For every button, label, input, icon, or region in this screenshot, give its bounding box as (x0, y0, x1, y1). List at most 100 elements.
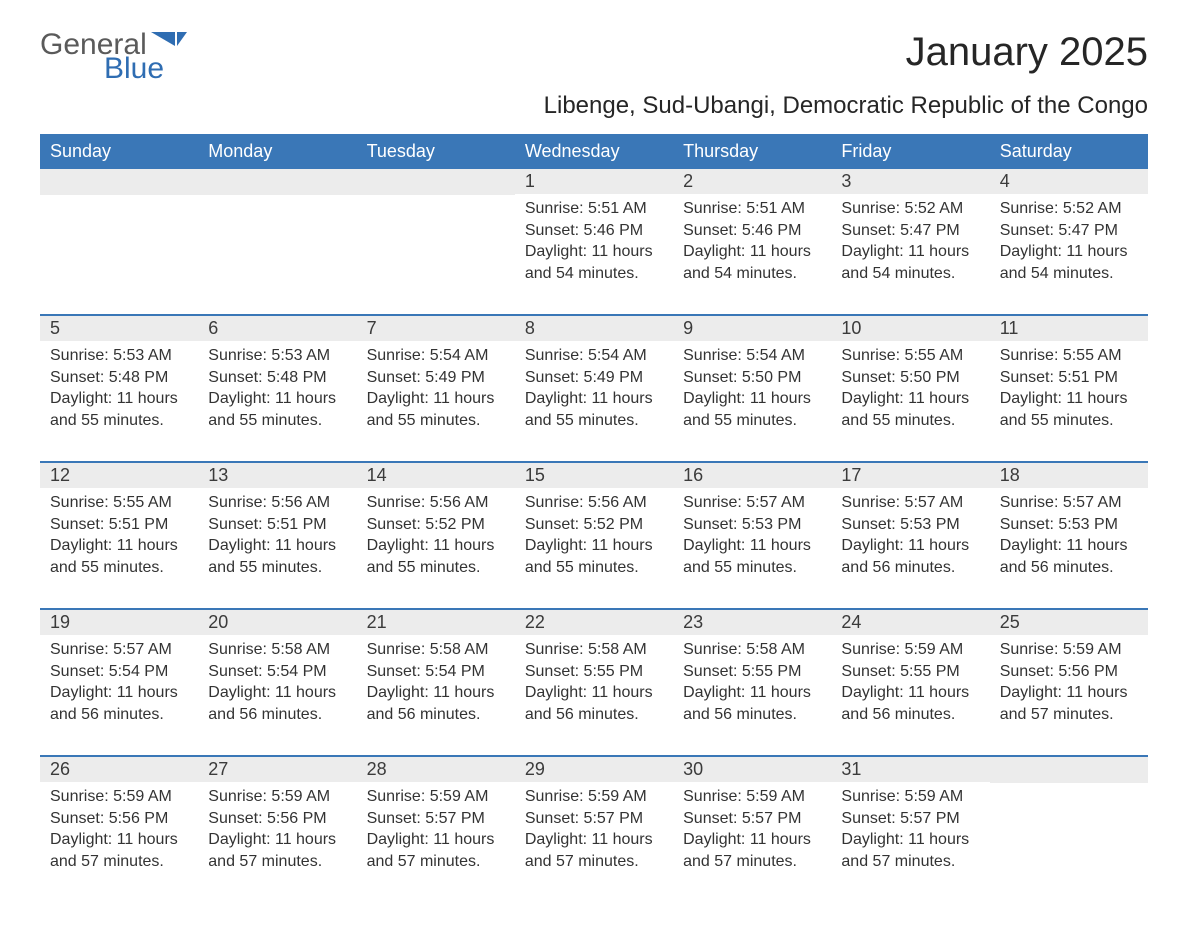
sunset-text: Sunset: 5:51 PM (50, 514, 188, 536)
sunrise-text: Sunrise: 5:55 AM (50, 492, 188, 514)
day-details: Sunrise: 5:59 AMSunset: 5:57 PMDaylight:… (831, 782, 989, 884)
calendar-day: 11Sunrise: 5:55 AMSunset: 5:51 PMDayligh… (990, 316, 1148, 461)
daylight-text: Daylight: 11 hours and 54 minutes. (1000, 241, 1138, 284)
sunset-text: Sunset: 5:57 PM (683, 808, 821, 830)
weekday-header: Monday (198, 134, 356, 169)
sunset-text: Sunset: 5:51 PM (1000, 367, 1138, 389)
day-details: Sunrise: 5:58 AMSunset: 5:54 PMDaylight:… (357, 635, 515, 737)
day-details: Sunrise: 5:51 AMSunset: 5:46 PMDaylight:… (673, 194, 831, 296)
sunrise-text: Sunrise: 5:58 AM (683, 639, 821, 661)
daylight-text: Daylight: 11 hours and 55 minutes. (208, 388, 346, 431)
sunset-text: Sunset: 5:54 PM (50, 661, 188, 683)
sunrise-text: Sunrise: 5:59 AM (525, 786, 663, 808)
day-number: 27 (198, 757, 356, 782)
day-number: 19 (40, 610, 198, 635)
sunrise-text: Sunrise: 5:56 AM (208, 492, 346, 514)
sunrise-text: Sunrise: 5:59 AM (841, 639, 979, 661)
sunset-text: Sunset: 5:50 PM (841, 367, 979, 389)
daylight-text: Daylight: 11 hours and 55 minutes. (525, 388, 663, 431)
calendar-week: 1Sunrise: 5:51 AMSunset: 5:46 PMDaylight… (40, 169, 1148, 314)
day-number: 1 (515, 169, 673, 194)
day-details: Sunrise: 5:51 AMSunset: 5:46 PMDaylight:… (515, 194, 673, 296)
day-number: 23 (673, 610, 831, 635)
day-details (357, 195, 515, 211)
day-number (357, 169, 515, 195)
page-title: January 2025 (906, 30, 1148, 75)
daylight-text: Daylight: 11 hours and 55 minutes. (841, 388, 979, 431)
day-details: Sunrise: 5:52 AMSunset: 5:47 PMDaylight:… (990, 194, 1148, 296)
day-details: Sunrise: 5:59 AMSunset: 5:56 PMDaylight:… (40, 782, 198, 884)
sunset-text: Sunset: 5:54 PM (367, 661, 505, 683)
day-number: 11 (990, 316, 1148, 341)
sunset-text: Sunset: 5:55 PM (841, 661, 979, 683)
sunrise-text: Sunrise: 5:57 AM (841, 492, 979, 514)
day-number: 22 (515, 610, 673, 635)
calendar-day: 16Sunrise: 5:57 AMSunset: 5:53 PMDayligh… (673, 463, 831, 608)
sunset-text: Sunset: 5:53 PM (1000, 514, 1138, 536)
day-details: Sunrise: 5:57 AMSunset: 5:53 PMDaylight:… (673, 488, 831, 590)
sunset-text: Sunset: 5:46 PM (525, 220, 663, 242)
sunset-text: Sunset: 5:51 PM (208, 514, 346, 536)
calendar: Sunday Monday Tuesday Wednesday Thursday… (40, 134, 1148, 902)
sunrise-text: Sunrise: 5:57 AM (683, 492, 821, 514)
daylight-text: Daylight: 11 hours and 56 minutes. (525, 682, 663, 725)
calendar-day (40, 169, 198, 314)
sunrise-text: Sunrise: 5:51 AM (683, 198, 821, 220)
daylight-text: Daylight: 11 hours and 55 minutes. (50, 535, 188, 578)
sunset-text: Sunset: 5:56 PM (50, 808, 188, 830)
daylight-text: Daylight: 11 hours and 57 minutes. (841, 829, 979, 872)
day-number: 21 (357, 610, 515, 635)
calendar-day: 1Sunrise: 5:51 AMSunset: 5:46 PMDaylight… (515, 169, 673, 314)
sunrise-text: Sunrise: 5:54 AM (525, 345, 663, 367)
sunset-text: Sunset: 5:55 PM (525, 661, 663, 683)
calendar-day: 3Sunrise: 5:52 AMSunset: 5:47 PMDaylight… (831, 169, 989, 314)
day-number: 20 (198, 610, 356, 635)
sunset-text: Sunset: 5:53 PM (683, 514, 821, 536)
sunset-text: Sunset: 5:47 PM (841, 220, 979, 242)
day-number: 2 (673, 169, 831, 194)
weekday-header: Wednesday (515, 134, 673, 169)
daylight-text: Daylight: 11 hours and 56 minutes. (367, 682, 505, 725)
day-details: Sunrise: 5:56 AMSunset: 5:52 PMDaylight:… (357, 488, 515, 590)
sunset-text: Sunset: 5:55 PM (683, 661, 821, 683)
weekday-header: Tuesday (357, 134, 515, 169)
sunrise-text: Sunrise: 5:55 AM (841, 345, 979, 367)
day-details: Sunrise: 5:55 AMSunset: 5:51 PMDaylight:… (40, 488, 198, 590)
calendar-day: 29Sunrise: 5:59 AMSunset: 5:57 PMDayligh… (515, 757, 673, 902)
calendar-day: 12Sunrise: 5:55 AMSunset: 5:51 PMDayligh… (40, 463, 198, 608)
sunrise-text: Sunrise: 5:57 AM (1000, 492, 1138, 514)
calendar-week: 5Sunrise: 5:53 AMSunset: 5:48 PMDaylight… (40, 314, 1148, 461)
sunset-text: Sunset: 5:57 PM (841, 808, 979, 830)
daylight-text: Daylight: 11 hours and 57 minutes. (208, 829, 346, 872)
day-details: Sunrise: 5:57 AMSunset: 5:54 PMDaylight:… (40, 635, 198, 737)
daylight-text: Daylight: 11 hours and 54 minutes. (525, 241, 663, 284)
sunrise-text: Sunrise: 5:59 AM (208, 786, 346, 808)
day-details: Sunrise: 5:59 AMSunset: 5:57 PMDaylight:… (515, 782, 673, 884)
sunrise-text: Sunrise: 5:55 AM (1000, 345, 1138, 367)
day-details: Sunrise: 5:57 AMSunset: 5:53 PMDaylight:… (990, 488, 1148, 590)
sunrise-text: Sunrise: 5:52 AM (841, 198, 979, 220)
daylight-text: Daylight: 11 hours and 56 minutes. (1000, 535, 1138, 578)
daylight-text: Daylight: 11 hours and 55 minutes. (367, 388, 505, 431)
sunrise-text: Sunrise: 5:59 AM (50, 786, 188, 808)
sunrise-text: Sunrise: 5:56 AM (525, 492, 663, 514)
sunset-text: Sunset: 5:53 PM (841, 514, 979, 536)
calendar-day: 14Sunrise: 5:56 AMSunset: 5:52 PMDayligh… (357, 463, 515, 608)
calendar-day: 20Sunrise: 5:58 AMSunset: 5:54 PMDayligh… (198, 610, 356, 755)
day-details: Sunrise: 5:52 AMSunset: 5:47 PMDaylight:… (831, 194, 989, 296)
daylight-text: Daylight: 11 hours and 56 minutes. (208, 682, 346, 725)
sunset-text: Sunset: 5:48 PM (208, 367, 346, 389)
sunrise-text: Sunrise: 5:52 AM (1000, 198, 1138, 220)
sunset-text: Sunset: 5:54 PM (208, 661, 346, 683)
daylight-text: Daylight: 11 hours and 55 minutes. (50, 388, 188, 431)
logo: General Blue (40, 30, 187, 84)
calendar-day: 17Sunrise: 5:57 AMSunset: 5:53 PMDayligh… (831, 463, 989, 608)
calendar-week: 19Sunrise: 5:57 AMSunset: 5:54 PMDayligh… (40, 608, 1148, 755)
calendar-day: 23Sunrise: 5:58 AMSunset: 5:55 PMDayligh… (673, 610, 831, 755)
daylight-text: Daylight: 11 hours and 57 minutes. (367, 829, 505, 872)
calendar-day: 6Sunrise: 5:53 AMSunset: 5:48 PMDaylight… (198, 316, 356, 461)
day-details (990, 783, 1148, 799)
calendar-day: 18Sunrise: 5:57 AMSunset: 5:53 PMDayligh… (990, 463, 1148, 608)
calendar-day: 15Sunrise: 5:56 AMSunset: 5:52 PMDayligh… (515, 463, 673, 608)
weeks-container: 1Sunrise: 5:51 AMSunset: 5:46 PMDaylight… (40, 169, 1148, 902)
